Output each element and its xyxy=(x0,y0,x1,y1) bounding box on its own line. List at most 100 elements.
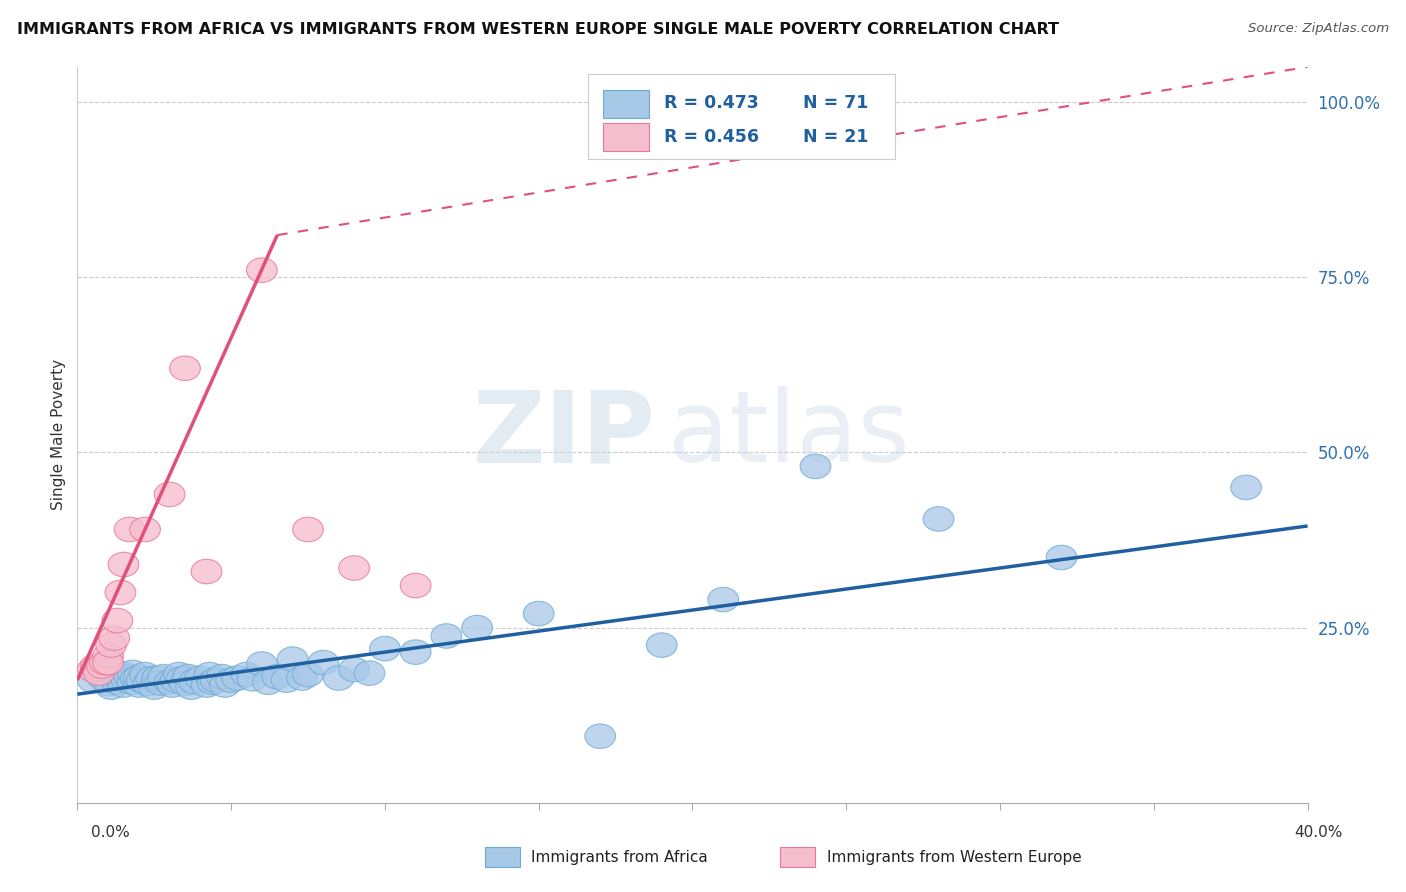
Ellipse shape xyxy=(90,650,121,675)
Ellipse shape xyxy=(461,615,492,640)
Ellipse shape xyxy=(96,675,127,699)
Ellipse shape xyxy=(207,665,238,689)
Ellipse shape xyxy=(80,654,111,679)
Ellipse shape xyxy=(176,675,207,699)
Ellipse shape xyxy=(114,665,145,689)
Ellipse shape xyxy=(323,665,354,690)
Ellipse shape xyxy=(401,640,432,665)
Ellipse shape xyxy=(83,661,114,685)
Ellipse shape xyxy=(170,356,201,381)
Ellipse shape xyxy=(215,668,246,692)
Ellipse shape xyxy=(160,668,191,692)
Ellipse shape xyxy=(166,666,197,691)
Ellipse shape xyxy=(129,662,160,687)
Text: Immigrants from Western Europe: Immigrants from Western Europe xyxy=(827,850,1081,864)
Ellipse shape xyxy=(93,654,124,679)
Ellipse shape xyxy=(191,673,222,698)
Text: Immigrants from Africa: Immigrants from Africa xyxy=(531,850,709,864)
Ellipse shape xyxy=(186,665,215,690)
Ellipse shape xyxy=(246,258,277,283)
Ellipse shape xyxy=(163,662,194,687)
Text: R = 0.473: R = 0.473 xyxy=(664,94,759,112)
Ellipse shape xyxy=(117,670,148,695)
Ellipse shape xyxy=(93,672,124,696)
Text: N = 71: N = 71 xyxy=(803,94,869,112)
Ellipse shape xyxy=(90,661,121,685)
Ellipse shape xyxy=(77,657,108,681)
FancyBboxPatch shape xyxy=(603,123,650,152)
Ellipse shape xyxy=(103,670,132,695)
Ellipse shape xyxy=(98,659,129,683)
Ellipse shape xyxy=(401,574,432,598)
Text: N = 21: N = 21 xyxy=(803,128,869,145)
Ellipse shape xyxy=(108,662,139,687)
Ellipse shape xyxy=(155,483,186,507)
Ellipse shape xyxy=(339,657,370,681)
Ellipse shape xyxy=(124,673,155,698)
Ellipse shape xyxy=(197,670,228,695)
Ellipse shape xyxy=(98,626,129,650)
Ellipse shape xyxy=(129,517,160,541)
Ellipse shape xyxy=(585,724,616,748)
Ellipse shape xyxy=(93,650,124,675)
Ellipse shape xyxy=(114,517,145,541)
Ellipse shape xyxy=(246,652,277,676)
FancyBboxPatch shape xyxy=(603,89,650,118)
Text: atlas: atlas xyxy=(668,386,910,483)
Ellipse shape xyxy=(108,552,139,577)
Ellipse shape xyxy=(277,647,308,672)
Ellipse shape xyxy=(155,670,186,695)
Text: Source: ZipAtlas.com: Source: ZipAtlas.com xyxy=(1249,22,1389,36)
Ellipse shape xyxy=(157,673,188,698)
Ellipse shape xyxy=(647,632,678,657)
Ellipse shape xyxy=(707,587,738,612)
Ellipse shape xyxy=(108,673,139,698)
Ellipse shape xyxy=(800,454,831,479)
Ellipse shape xyxy=(173,665,204,689)
Ellipse shape xyxy=(238,666,269,691)
Ellipse shape xyxy=(170,672,201,696)
Ellipse shape xyxy=(432,624,461,648)
Ellipse shape xyxy=(253,670,284,695)
Text: R = 0.456: R = 0.456 xyxy=(664,128,759,145)
Ellipse shape xyxy=(231,662,262,687)
Ellipse shape xyxy=(121,666,152,691)
Ellipse shape xyxy=(924,507,953,532)
Ellipse shape xyxy=(96,632,127,657)
Ellipse shape xyxy=(292,662,323,687)
FancyBboxPatch shape xyxy=(588,74,896,159)
Ellipse shape xyxy=(179,669,209,694)
Ellipse shape xyxy=(87,665,117,689)
Ellipse shape xyxy=(142,665,173,690)
Ellipse shape xyxy=(523,601,554,626)
Ellipse shape xyxy=(287,665,318,690)
Ellipse shape xyxy=(191,559,222,583)
Ellipse shape xyxy=(77,668,108,692)
Ellipse shape xyxy=(370,636,401,661)
Ellipse shape xyxy=(339,556,370,581)
Ellipse shape xyxy=(209,673,240,698)
Ellipse shape xyxy=(87,654,117,679)
Text: IMMIGRANTS FROM AFRICA VS IMMIGRANTS FROM WESTERN EUROPE SINGLE MALE POVERTY COR: IMMIGRANTS FROM AFRICA VS IMMIGRANTS FRO… xyxy=(17,22,1059,37)
Ellipse shape xyxy=(201,668,231,692)
Ellipse shape xyxy=(93,643,124,668)
Text: ZIP: ZIP xyxy=(472,386,655,483)
Ellipse shape xyxy=(145,671,176,695)
Ellipse shape xyxy=(98,663,129,688)
Ellipse shape xyxy=(136,666,166,691)
Text: 0.0%: 0.0% xyxy=(91,825,131,840)
Ellipse shape xyxy=(132,672,163,696)
Ellipse shape xyxy=(308,650,339,675)
Ellipse shape xyxy=(148,665,179,689)
Ellipse shape xyxy=(105,581,136,605)
Ellipse shape xyxy=(262,665,292,689)
Ellipse shape xyxy=(83,657,114,681)
Ellipse shape xyxy=(354,661,385,685)
Ellipse shape xyxy=(1046,545,1077,570)
Y-axis label: Single Male Poverty: Single Male Poverty xyxy=(51,359,66,510)
Ellipse shape xyxy=(292,517,323,541)
Ellipse shape xyxy=(271,668,302,692)
Ellipse shape xyxy=(194,662,225,687)
Ellipse shape xyxy=(139,675,170,699)
Ellipse shape xyxy=(117,660,148,685)
